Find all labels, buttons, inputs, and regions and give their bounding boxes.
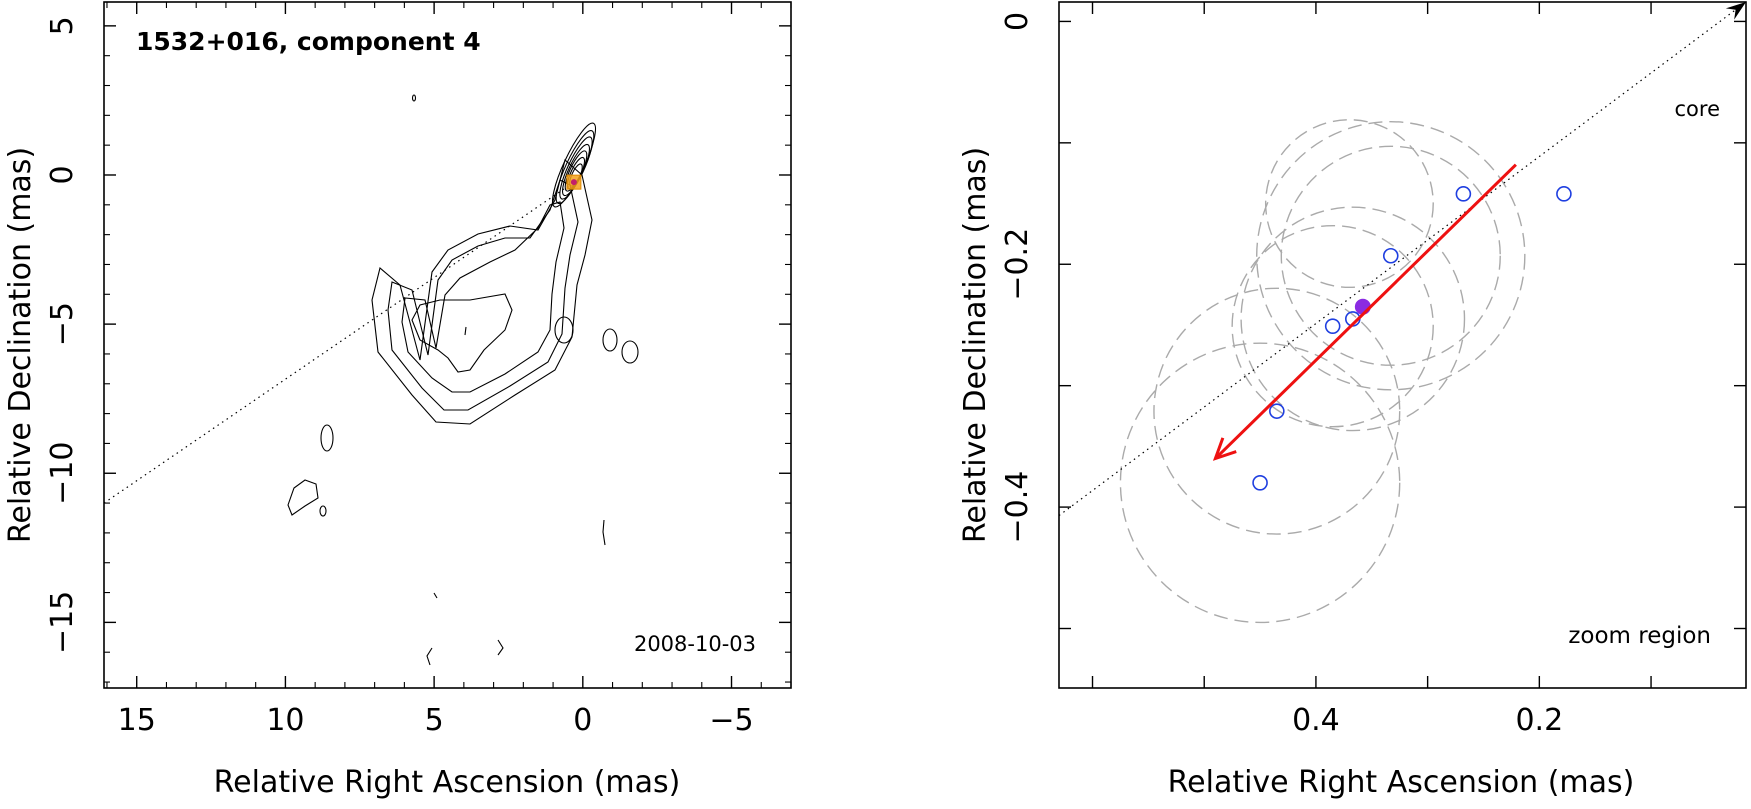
error-circle: [1240, 206, 1466, 432]
error-circle: [1153, 287, 1401, 535]
core-label: core: [1675, 97, 1721, 121]
blob-contour: [287, 479, 319, 516]
error-circle: [1256, 121, 1526, 391]
left-plot-title: 1532+016, component 4: [136, 27, 481, 56]
left-y-axis-label: Relative Declination (mas): [3, 147, 38, 543]
blob-contour: [411, 94, 417, 102]
left-x-axis-label: Relative Right Ascension (mas): [214, 765, 681, 800]
left-panel: 15 10 5 0 −5 5 0 −5 −10 −15: [3, 1, 792, 800]
blob-contour: [621, 340, 639, 364]
left-x-tick-label: 10: [266, 703, 304, 738]
left-y-ticks: 5 0 −5 −10 −15: [45, 16, 791, 683]
contour-map: [287, 94, 639, 666]
epoch-position-marker: [1269, 403, 1285, 419]
left-x-tick-label: −5: [709, 703, 753, 738]
epoch-position-marker: [1382, 247, 1399, 264]
motion-vector-arrowhead: [1212, 437, 1237, 461]
blob-contour: [319, 505, 327, 517]
right-y-axis-label: Relative Declination (mas): [958, 147, 993, 543]
left-plot-date: 2008-10-03: [634, 632, 756, 656]
blob-contour: [464, 326, 467, 336]
jet-direction-line: [103, 181, 575, 504]
epoch-position-marker: [1455, 186, 1472, 202]
blob-contour: [320, 424, 334, 452]
error-circle: [1264, 119, 1434, 289]
error-circles: [1119, 119, 1526, 624]
right-y-tick-label: −0.4: [1000, 471, 1035, 544]
contour-level-1: [371, 158, 593, 425]
left-plot-frame: [103, 1, 792, 689]
right-y-tick-label: 0: [1000, 12, 1035, 31]
left-y-tick-label: −10: [45, 442, 80, 505]
contour-level-3: [401, 201, 565, 393]
blob-contour: [602, 519, 606, 546]
core-peak-marker: [570, 179, 577, 186]
left-x-tick-label: 0: [573, 703, 592, 738]
left-y-tick-label: −5: [45, 302, 80, 346]
left-y-tick-label: 0: [45, 165, 80, 184]
contour-level-2: [387, 179, 579, 411]
left-y-tick-label: −15: [45, 591, 80, 654]
position-markers: [1252, 186, 1572, 491]
right-y-tick-label: −0.2: [1000, 228, 1035, 301]
left-x-tick-label: 15: [118, 703, 156, 738]
epoch-position-marker: [1556, 186, 1572, 202]
epoch-position-marker: [1252, 475, 1268, 491]
blob-contour: [497, 639, 504, 656]
right-y-ticks: 0 −0.2 −0.4: [1000, 12, 1746, 630]
left-y-tick-label: 5: [45, 16, 80, 35]
motion-vector: [1214, 163, 1517, 460]
left-x-ticks: 15 10 5 0 −5: [106, 2, 792, 738]
error-circle: [1119, 342, 1401, 624]
blob-contour: [602, 328, 618, 352]
blob-contour: [426, 647, 433, 666]
zoom-region-label: zoom region: [1568, 623, 1711, 649]
core-contour-2: [555, 129, 595, 205]
right-x-tick-label: 0.2: [1515, 703, 1563, 738]
right-panel: 0.4 0.2 0 −0.2 −0.4 core zoom region Relati…: [958, 1, 1747, 800]
contour-hole: [411, 293, 513, 373]
right-x-tick-label: 0.4: [1292, 703, 1340, 738]
right-x-ticks: 0.4 0.2: [1091, 2, 1652, 738]
core-direction-line: [1058, 1, 1747, 517]
left-x-tick-label: 5: [425, 703, 444, 738]
right-plot-frame: [1058, 1, 1747, 689]
error-circle: [1280, 145, 1501, 366]
core-direction-arrowhead: [1725, 2, 1746, 20]
right-x-axis-label: Relative Right Ascension (mas): [1168, 765, 1635, 800]
core-contour-4: [562, 143, 590, 197]
blob-contour: [554, 316, 574, 344]
blob-contour: [433, 592, 438, 599]
epoch-position-marker: [1324, 318, 1341, 334]
error-circle: [1231, 224, 1434, 428]
